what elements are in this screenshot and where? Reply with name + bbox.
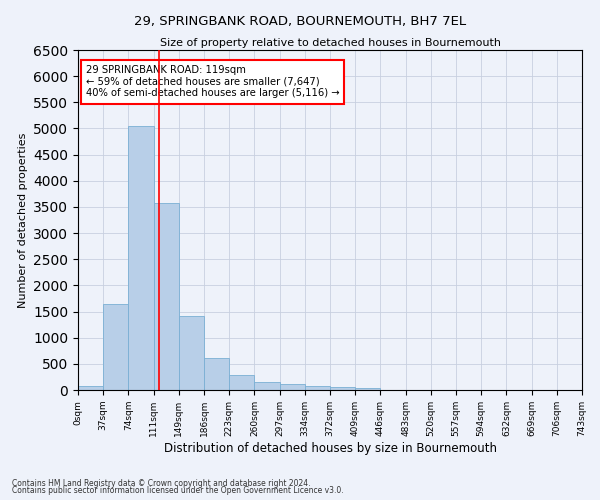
Y-axis label: Number of detached properties: Number of detached properties [17,132,28,308]
Text: Contains public sector information licensed under the Open Government Licence v3: Contains public sector information licen… [12,486,344,495]
Bar [280,384,305,390]
Bar [355,388,380,390]
Text: 29 SPRINGBANK ROAD: 119sqm
← 59% of detached houses are smaller (7,647)
40% of s: 29 SPRINGBANK ROAD: 119sqm ← 59% of deta… [86,66,339,98]
Bar [103,304,128,390]
Text: 29, SPRINGBANK ROAD, BOURNEMOUTH, BH7 7EL: 29, SPRINGBANK ROAD, BOURNEMOUTH, BH7 7E… [134,15,466,28]
Bar [204,358,229,390]
Bar [179,316,204,390]
Bar [330,386,355,390]
Text: Contains HM Land Registry data © Crown copyright and database right 2024.: Contains HM Land Registry data © Crown c… [12,478,311,488]
X-axis label: Distribution of detached houses by size in Bournemouth: Distribution of detached houses by size … [163,442,497,454]
Bar [254,382,280,390]
Bar [78,386,103,390]
Bar [128,126,154,390]
Bar [154,202,179,390]
Bar [229,375,254,390]
Bar [305,386,330,390]
Title: Size of property relative to detached houses in Bournemouth: Size of property relative to detached ho… [160,38,500,48]
